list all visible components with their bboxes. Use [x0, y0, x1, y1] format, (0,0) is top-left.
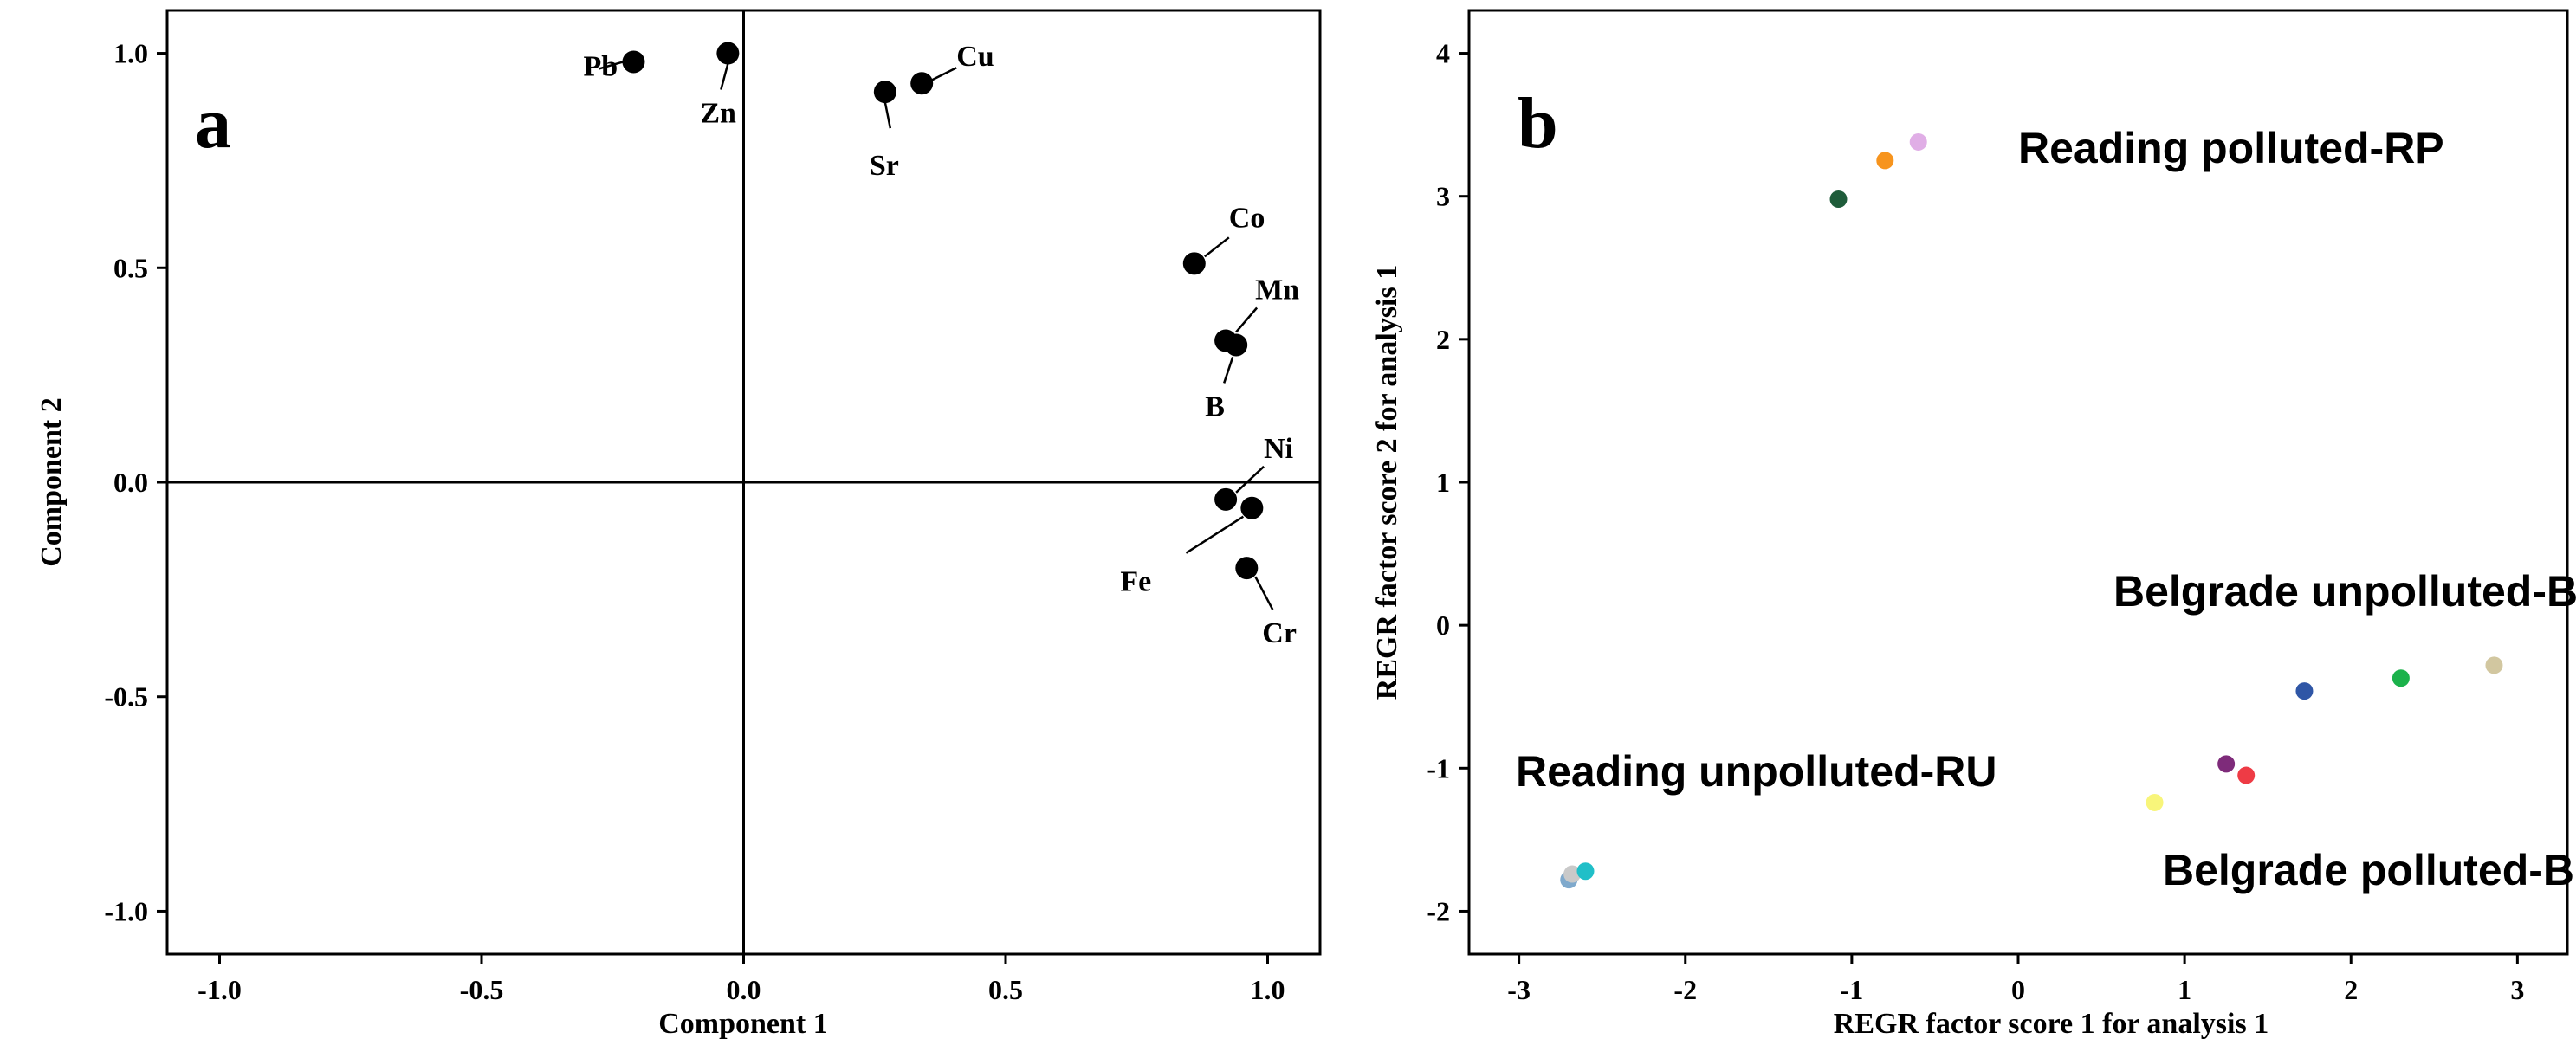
panel-b-x-tick-label: 0: [2011, 974, 2025, 1005]
panel-b-x-tick-label: -3: [1507, 974, 1531, 1005]
panel-a-x-tick-label: 0.5: [988, 974, 1023, 1005]
point-leader-line: [1235, 465, 1265, 494]
point-b: [1225, 333, 1248, 357]
panel-b-y-tick-label: 2: [1436, 324, 1450, 355]
panel-a-letter: a: [195, 83, 231, 164]
panel-a-x-tick-label: -0.5: [460, 974, 504, 1005]
panel-b-y-tick-label: 3: [1436, 181, 1450, 212]
point-leader-line: [1254, 576, 1274, 610]
panel-b-letter: b: [1518, 83, 1558, 164]
panel-a-y-tick-label: 0.5: [113, 252, 148, 283]
panel-b-y-tick-label: 0: [1436, 610, 1450, 641]
sample-point-1: [1829, 190, 1848, 208]
panel-a-x-tick-label: 0.0: [727, 974, 761, 1005]
panel-b-y-tick-label: -1: [1427, 752, 1450, 784]
sample-point-9: [2146, 793, 2164, 811]
panel-a-y-tick-label: 0.0: [113, 467, 148, 498]
panel-b-ticks: -3 -2 -1 0 1 2 3 -2 -1 0 1 2 3 4: [1427, 38, 2524, 1005]
panel-b-y-tick-label: -2: [1427, 895, 1450, 926]
sample-point-6: [2485, 656, 2503, 674]
point-leader-line: [1223, 357, 1234, 384]
panel-b-x-tick-label: 2: [2344, 974, 2358, 1005]
point-label-b: B: [1205, 390, 1225, 423]
group-label-reading-polluted: Reading polluted-RP: [2018, 124, 2444, 172]
panel-a-points: Pb Zn Sr Cu Co Mn B Ni Fe Cr: [583, 41, 1299, 649]
panel-b-x-tick-label: -1: [1841, 974, 1864, 1005]
panel-a-reference-lines: [167, 10, 1320, 954]
point-leader-line: [720, 63, 729, 90]
sample-point-2: [1876, 152, 1894, 170]
panel-b-points: [1560, 132, 2503, 889]
sample-point-5: [2392, 669, 2410, 687]
group-label-belgrade-unpolluted: Belgrade unpolluted-BU: [2113, 567, 2576, 616]
sample-point-8: [2237, 766, 2256, 784]
point-leader-line: [1204, 236, 1230, 258]
point-leader-line: [1235, 306, 1259, 333]
panel-a-y-tick-label: -1.0: [104, 895, 148, 926]
point-ni: [1214, 487, 1238, 511]
panel-b-x-tick-label: 3: [2510, 974, 2524, 1005]
panel-b-frame: [1467, 9, 2569, 956]
panel-a-y-axis-title: Component 2: [36, 397, 68, 567]
point-sr: [873, 81, 896, 104]
panel-b: b REGR factor score 1 for analysis 1 REG…: [1371, 9, 2576, 1040]
panel-b-y-tick-label: 4: [1436, 38, 1450, 69]
panel-a: a Component 1 Component 2 -1.0 -0.5 0.0 0.5…: [36, 9, 1322, 1040]
sample-point-4: [2295, 682, 2314, 700]
point-label-co: Co: [1229, 202, 1265, 234]
point-leader-line: [883, 101, 892, 129]
panel-a-y-tick-label: -0.5: [104, 681, 148, 713]
panel-b-y-tick-label: 1: [1436, 467, 1450, 498]
panel-a-x-axis-title: Component 1: [658, 1008, 828, 1040]
panel-a-ticks: -1.0 -0.5 0.0 0.5 1.0 -1.0 -0.5 0.0 0.5 1.0: [104, 38, 1285, 1005]
point-leader-line: [1185, 515, 1245, 554]
panel-b-x-axis-title: REGR factor score 1 for analysis 1: [1834, 1008, 2269, 1040]
point-fe: [1240, 496, 1264, 519]
point-co: [1182, 252, 1206, 275]
sample-point-11: [1563, 865, 1582, 883]
point-cr: [1235, 557, 1259, 580]
panel-a-y-tick-label: 1.0: [113, 38, 148, 69]
point-label-pb: Pb: [583, 50, 618, 82]
point-pb: [622, 50, 645, 74]
panel-a-x-tick-label: -1.0: [197, 974, 242, 1005]
panel-b-y-axis-title: REGR factor score 2 for analysis 1: [1371, 265, 1403, 700]
point-zn: [716, 42, 740, 65]
point-label-fe: Fe: [1120, 566, 1151, 598]
point-label-cr: Cr: [1262, 617, 1297, 649]
point-label-ni: Ni: [1264, 433, 1293, 465]
group-label-belgrade-polluted: Belgrade polluted-BP: [2163, 846, 2576, 894]
point-leader-line: [931, 67, 957, 81]
point-label-sr: Sr: [870, 150, 899, 182]
panel-b-x-tick-label: 1: [2178, 974, 2191, 1005]
sample-point-12: [1576, 862, 1595, 881]
point-label-zn: Zn: [700, 98, 736, 130]
sample-point-7: [2217, 755, 2236, 773]
panel-b-x-tick-label: -2: [1673, 974, 1697, 1005]
sample-point-3: [1909, 132, 1927, 151]
point-label-cu: Cu: [956, 41, 994, 73]
point-label-mn: Mn: [1255, 274, 1299, 306]
point-leader-line: [599, 61, 624, 70]
group-label-reading-unpolluted: Reading unpolluted-RU: [1516, 747, 1997, 796]
panel-a-x-tick-label: 1.0: [1251, 974, 1285, 1005]
point-cu: [910, 72, 934, 95]
